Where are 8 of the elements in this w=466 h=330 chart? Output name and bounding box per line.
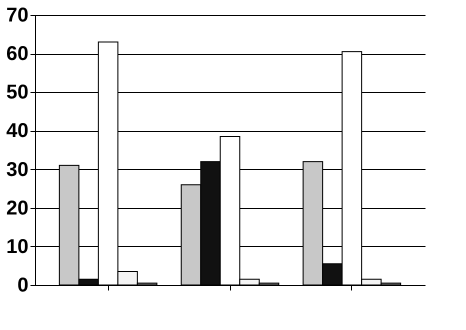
y-tick-label: 10: [6, 236, 28, 258]
y-tick-label: 50: [6, 82, 28, 104]
y-tick-label: 70: [6, 4, 28, 26]
y-tick-label: 40: [6, 120, 28, 142]
y-tick-label: 20: [6, 197, 28, 220]
y-tick-label: 0: [17, 274, 28, 296]
y-tick-label: 60: [6, 43, 28, 66]
y-tick-label: 30: [6, 158, 28, 181]
